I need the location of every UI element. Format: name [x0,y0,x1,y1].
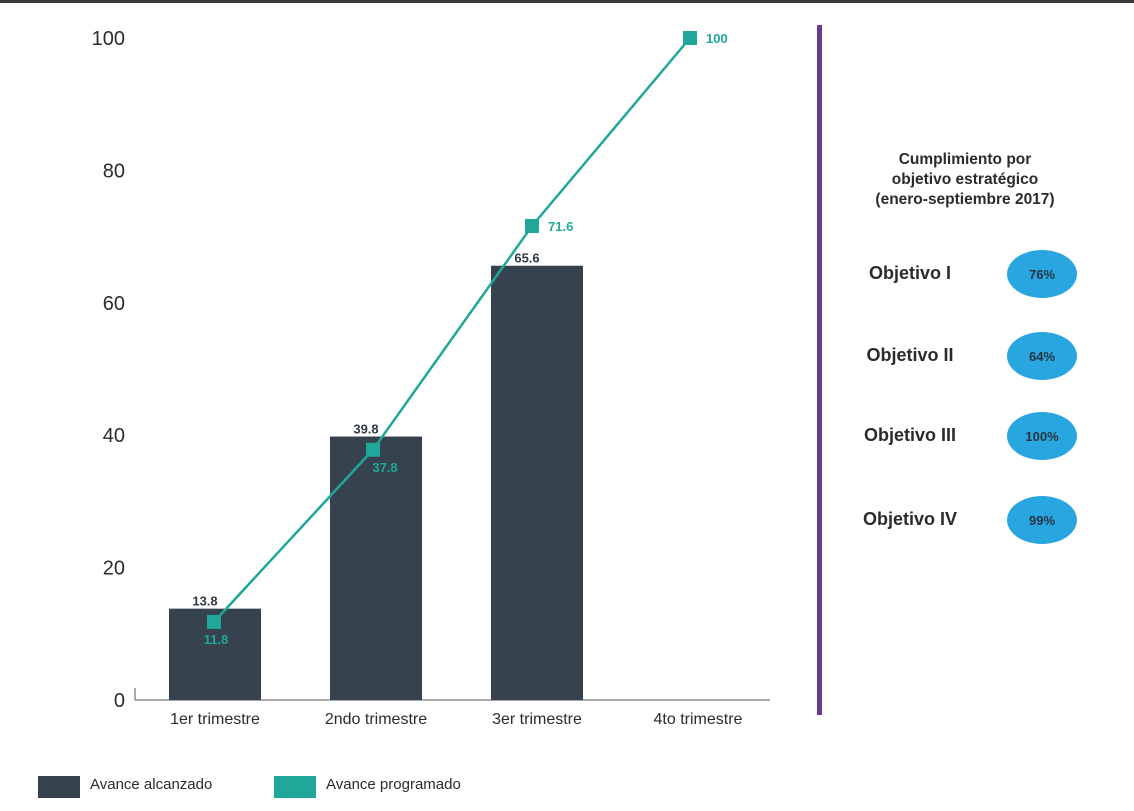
objective-percent-badge: 76% [1007,250,1077,298]
objective-label: Objetivo III [863,425,956,445]
bar-value-label: 13.8 [192,594,217,609]
line-value-label: 71.6 [548,219,573,234]
line-value-label: 100 [706,31,728,46]
panel-divider [817,25,822,715]
objective-row-2: Objetivo II 64% [830,332,1130,382]
line-marker [683,31,697,45]
top-rule [0,0,1134,3]
objective-row-3: Objetivo III 100% [830,412,1130,462]
line-marker [207,614,221,629]
objective-row-1: Objetivo I 76% [830,250,1130,300]
objective-percent-badge: 99% [1007,496,1077,544]
bar [330,436,422,700]
y-tick-label: 40 [103,425,125,447]
panel-title-line-1: Cumplimiento por [898,151,1032,168]
panel-title-line-3: (enero-septiembre 2017) [875,191,1055,208]
x-tick-label: 4to trimestre [654,711,743,728]
panel-title: Cumplimiento por objetivo estratégico (e… [830,150,1100,210]
bar-value-label: 65.6 [514,251,539,266]
legend-swatch-programmed [274,776,316,798]
objective-percent-badge: 64% [1007,332,1077,380]
x-tick-label: 3er trimestre [492,711,582,728]
bar-value-label: 39.8 [353,422,378,437]
line-value-label: 37.8 [372,460,397,475]
x-tick-label: 2ndo trimestre [325,711,427,728]
objective-percent-badge: 100% [1007,412,1077,460]
legend-label-achieved: Avance alcanzado [90,776,213,793]
legend-label-programmed: Avance programado [326,776,461,793]
panel-title-line-2: objetivo estratégico [891,171,1039,188]
line-marker [525,219,539,234]
bar [491,265,583,700]
y-tick-label: 80 [103,160,125,182]
objective-label: Objetivo II [866,345,954,365]
objective-row-4: Objetivo IV 99% [830,496,1130,546]
programmed-line [213,37,691,623]
y-tick-label: 0 [114,690,125,712]
x-tick-label: 1er trimestre [170,711,260,728]
objective-label: Objetivo IV [862,509,958,529]
y-tick-label: 100 [92,28,125,50]
y-tick-label: 20 [103,558,125,580]
legend-swatch-achieved [38,776,80,798]
y-tick-label: 60 [103,293,125,315]
line-marker [366,442,380,457]
objective-label: Objetivo I [868,263,951,283]
line-value-label: 11.8 [204,632,229,647]
quarterly-progress-chart: 0 20 40 60 80 100 1er trimestre 2ndo trimestre 3… [92,28,770,728]
